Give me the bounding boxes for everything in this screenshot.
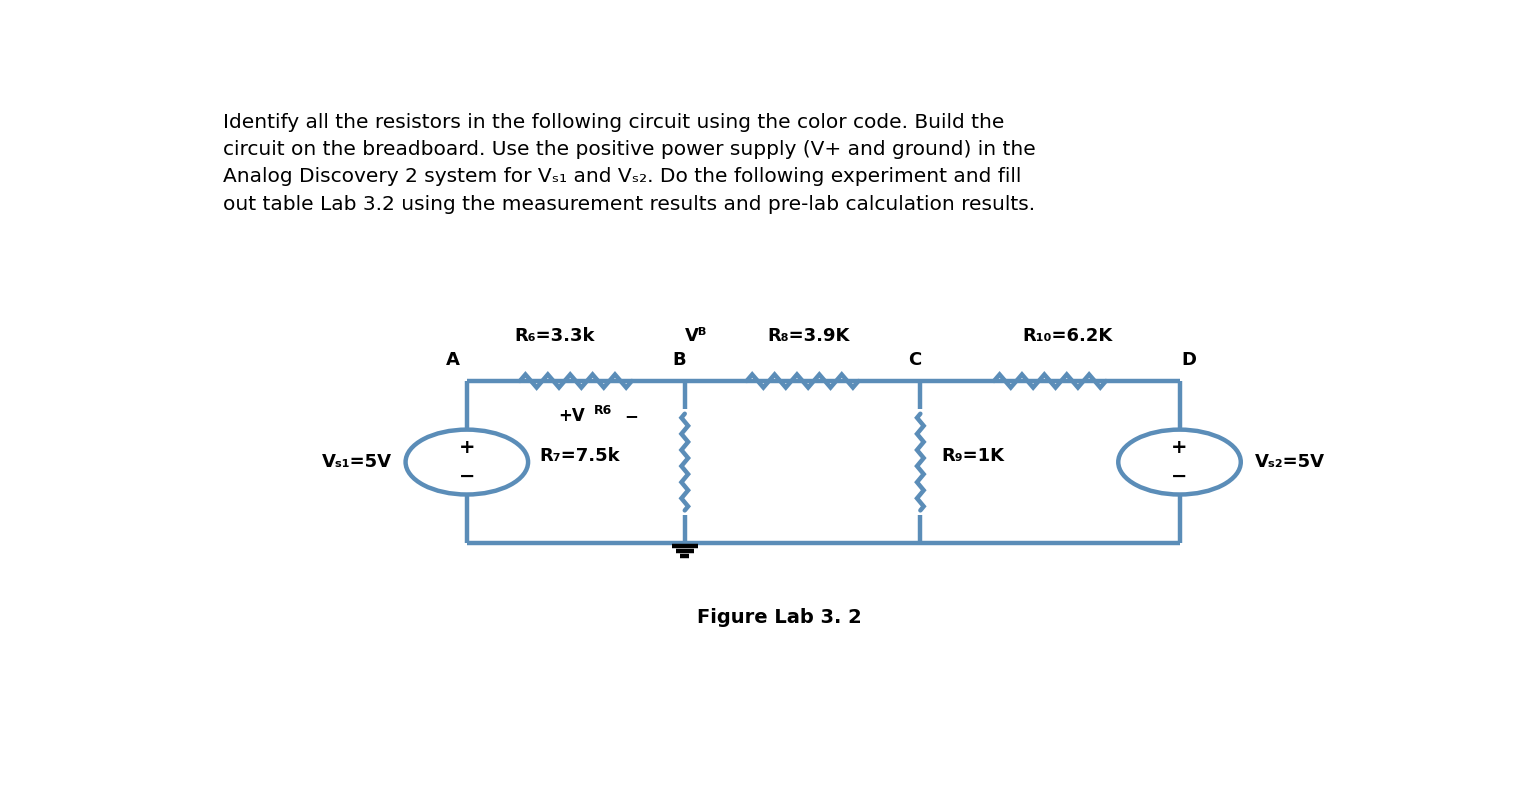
Text: Figure Lab 3. 2: Figure Lab 3. 2 bbox=[696, 608, 862, 628]
Text: R₇=7.5k: R₇=7.5k bbox=[540, 447, 620, 465]
Text: Vₛ₁=5V: Vₛ₁=5V bbox=[321, 453, 392, 471]
Text: Vᴮ: Vᴮ bbox=[686, 326, 708, 345]
Text: R₆=3.3k: R₆=3.3k bbox=[514, 326, 594, 345]
Text: −: − bbox=[1172, 467, 1187, 486]
Text: +V: +V bbox=[558, 407, 585, 425]
Text: Identify all the resistors in the following circuit using the color code. Build : Identify all the resistors in the follow… bbox=[223, 113, 1035, 214]
Text: R₉=1K: R₉=1K bbox=[941, 447, 1005, 465]
Text: −: − bbox=[459, 467, 476, 486]
Text: R₈=3.9K: R₈=3.9K bbox=[768, 326, 850, 345]
Text: +: + bbox=[1172, 438, 1187, 457]
Text: B: B bbox=[672, 351, 686, 369]
Text: R₁₀=6.2K: R₁₀=6.2K bbox=[1023, 326, 1113, 345]
Text: +: + bbox=[459, 438, 476, 457]
Text: Vₛ₂=5V: Vₛ₂=5V bbox=[1256, 453, 1325, 471]
Text: C: C bbox=[907, 351, 921, 369]
Text: R6: R6 bbox=[593, 404, 611, 417]
Text: −: − bbox=[625, 407, 638, 425]
Text: D: D bbox=[1181, 351, 1196, 369]
Text: A: A bbox=[445, 351, 459, 369]
